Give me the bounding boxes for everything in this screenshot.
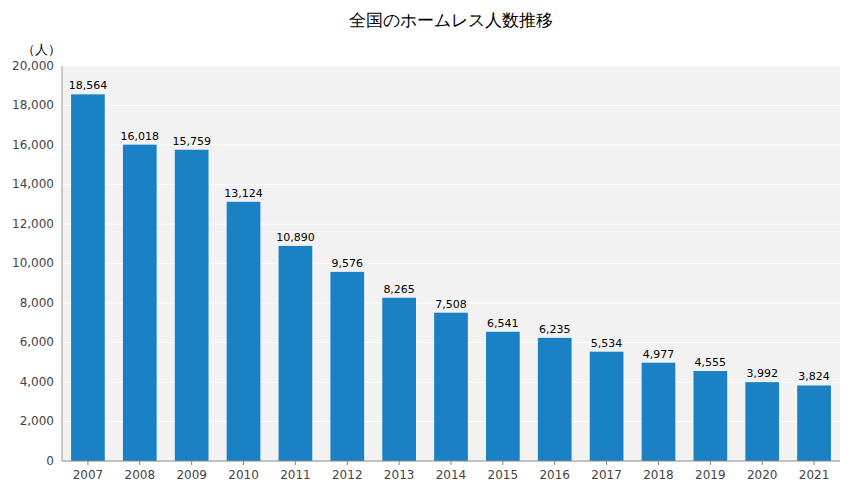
y-axis: 0 2,000 4,000 6,000 8,000 10,000 12,000 14,000 1… [12, 59, 54, 468]
y-tick-label: 8,000 [20, 296, 54, 310]
x-tick [554, 461, 555, 465]
y-grid [62, 66, 840, 461]
x-tick [191, 461, 192, 465]
x-tick [658, 461, 659, 465]
bar [745, 382, 779, 461]
data-label: 6,235 [539, 323, 571, 336]
x-tick [87, 461, 88, 465]
x-tick [243, 461, 244, 465]
x-tick [814, 461, 815, 465]
x-tick-label: 2011 [280, 468, 311, 482]
x-tick-label: 2013 [384, 468, 415, 482]
bar [538, 338, 572, 461]
y-tick-label: 16,000 [12, 138, 54, 152]
x-tick-label: 2008 [125, 468, 156, 482]
y-tick-label: 2,000 [20, 414, 54, 428]
x-tick-label: 2017 [591, 468, 622, 482]
x-tick [762, 461, 763, 465]
data-label: 4,555 [695, 356, 727, 369]
chart-svg: 0 2,000 4,000 6,000 8,000 10,000 12,000 14,000 1… [0, 0, 860, 501]
x-tick-label: 2012 [332, 468, 363, 482]
data-label: 7,508 [435, 298, 467, 311]
y-tick-label: 10,000 [12, 256, 54, 270]
y-axis-label: （人） [22, 42, 61, 57]
x-tick-label: 2019 [695, 468, 726, 482]
x-tick [347, 461, 348, 465]
x-tick [399, 461, 400, 465]
data-labels: 18,564 16,018 15,759 13,124 10,890 9,576 8,265… [69, 79, 830, 383]
bar [797, 385, 831, 461]
x-tick-label: 2016 [539, 468, 570, 482]
data-label: 16,018 [121, 130, 160, 143]
x-tick [710, 461, 711, 465]
data-label: 8,265 [383, 283, 415, 296]
bar [382, 298, 416, 461]
x-tick-label: 2010 [228, 468, 259, 482]
x-tick-label: 2018 [643, 468, 674, 482]
chart-title: 全国のホームレス人数推移 [349, 10, 553, 30]
y-axis-line [62, 66, 63, 461]
bar [123, 145, 157, 461]
x-tick [502, 461, 503, 465]
y-tick-label: 4,000 [20, 375, 54, 389]
data-label: 4,977 [643, 348, 675, 361]
x-tick-label: 2015 [488, 468, 519, 482]
data-label: 6,541 [487, 317, 519, 330]
x-tick [295, 461, 296, 465]
y-tick-label: 14,000 [12, 177, 54, 191]
y-tick-label: 6,000 [20, 335, 54, 349]
grid-line [62, 105, 840, 106]
bar [590, 352, 624, 461]
data-label: 10,890 [276, 231, 315, 244]
data-label: 3,992 [746, 367, 778, 380]
data-label: 9,576 [332, 257, 364, 270]
x-tick [139, 461, 140, 465]
y-tick-label: 20,000 [12, 59, 54, 73]
x-axis: 2007 2008 2009 2010 2011 2012 2013 2014 2015 2016… [62, 461, 840, 482]
bar [71, 94, 105, 461]
bar [279, 246, 313, 461]
x-tick-label: 2021 [799, 468, 830, 482]
data-label: 3,824 [798, 370, 830, 383]
bar [175, 150, 209, 461]
bar [434, 313, 468, 461]
bar [330, 272, 364, 461]
bars [71, 94, 831, 461]
x-tick-label: 2020 [747, 468, 778, 482]
y-tick-label: 0 [46, 454, 54, 468]
grid-line [62, 66, 840, 67]
bar [642, 363, 676, 461]
x-tick-label: 2014 [436, 468, 467, 482]
bar [227, 202, 261, 461]
y-tick-label: 18,000 [12, 98, 54, 112]
x-tick [606, 461, 607, 465]
data-label: 13,124 [224, 187, 263, 200]
data-label: 15,759 [172, 135, 211, 148]
x-tick-label: 2009 [176, 468, 207, 482]
x-tick-label: 2007 [73, 468, 104, 482]
bar [693, 371, 727, 461]
bar [486, 332, 520, 461]
data-label: 5,534 [591, 337, 623, 350]
x-tick [451, 461, 452, 465]
chart-container: 0 2,000 4,000 6,000 8,000 10,000 12,000 14,000 1… [0, 0, 860, 501]
y-tick-label: 12,000 [12, 217, 54, 231]
plot-background [62, 66, 840, 461]
data-label: 18,564 [69, 79, 108, 92]
